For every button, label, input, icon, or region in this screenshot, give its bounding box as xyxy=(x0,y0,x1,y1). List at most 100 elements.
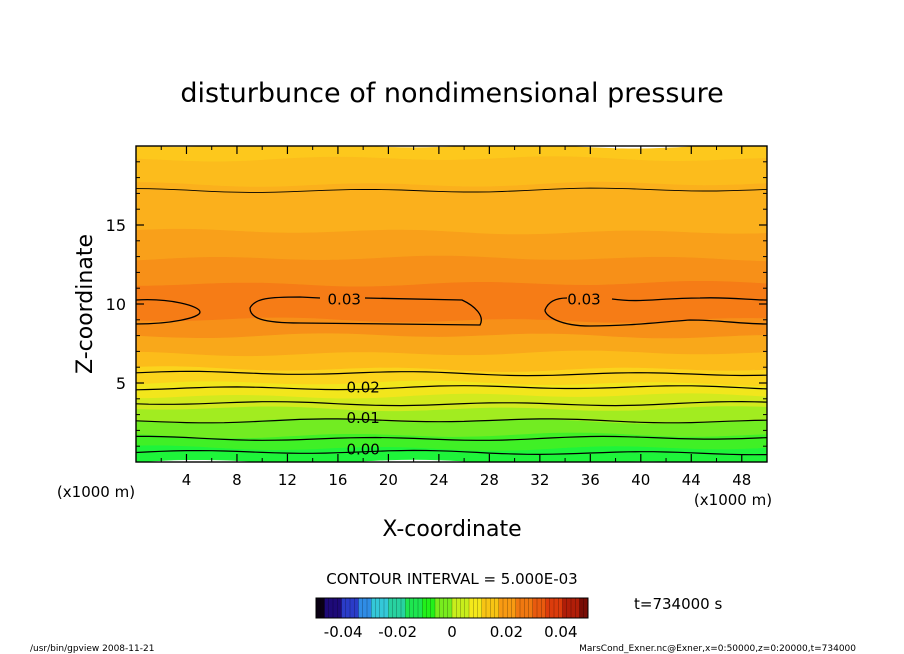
colorbar-cell xyxy=(333,598,338,618)
colorbar-cell xyxy=(358,598,364,618)
colorbar-cell xyxy=(549,598,555,618)
colorbar-cell xyxy=(571,598,576,618)
colorbar-cell xyxy=(341,598,347,618)
contour-lines xyxy=(136,187,767,456)
contour-label: 0.02 xyxy=(346,379,379,397)
contour-labels: 0.03 0.03 0.02 0.01 0.00 xyxy=(328,290,601,458)
x-axis-label: X-coordinate xyxy=(382,517,521,542)
contour-line xyxy=(136,187,767,193)
colorbar-cell xyxy=(460,598,466,618)
y-tick-label: 5 xyxy=(116,374,126,393)
colorbar-cell xyxy=(481,598,487,618)
colorbar-cell xyxy=(422,598,427,618)
contour-label: 0.03 xyxy=(567,290,600,308)
colorbar-cell xyxy=(328,598,334,618)
colorbar-cell xyxy=(490,598,495,618)
colorbar-frame xyxy=(315,597,589,619)
contour-label: 0.01 xyxy=(346,409,379,427)
colorbar-cell xyxy=(396,598,402,618)
x-tick-label: 40 xyxy=(631,471,650,489)
colorbar-cell xyxy=(583,598,589,618)
x-tick-label: 48 xyxy=(732,471,751,489)
contour-label: 0.03 xyxy=(328,290,361,308)
x-tick-label: 36 xyxy=(581,471,600,489)
colorbar-cell xyxy=(362,598,368,618)
colorbar-cell xyxy=(439,598,444,618)
x-unit-right: (x1000 m) xyxy=(694,491,772,509)
contour-003-right xyxy=(544,297,767,327)
contour-003-left xyxy=(136,299,201,325)
fill-band xyxy=(136,146,767,162)
filled-contours xyxy=(136,146,767,462)
colorbar-tick-label: -0.04 xyxy=(324,623,363,641)
colorbar-cell xyxy=(392,598,398,618)
contour-interval: CONTOUR INTERVAL = 5.000E-03 xyxy=(326,570,577,588)
contour-label: 0.00 xyxy=(346,440,379,458)
footer-right: MarsCond_Exner.nc@Exner,x=0:50000,z=0:20… xyxy=(579,644,856,654)
colorbar-cell xyxy=(413,598,419,618)
colorbar-cell xyxy=(473,598,478,618)
colorbar-cell xyxy=(354,598,359,618)
fill-band xyxy=(136,280,767,323)
contour-003-center xyxy=(249,296,482,326)
x-tick-label: 20 xyxy=(379,471,398,489)
x-unit-left: (x1000 m) xyxy=(57,483,135,501)
colorbar-cell xyxy=(511,598,517,618)
chart-title: disturbunce of nondimensional pressure xyxy=(180,78,723,109)
y-axis: 5 10 15 xyxy=(106,161,767,447)
colorbar-cell xyxy=(443,598,449,618)
x-tick-label: 4 xyxy=(182,471,192,489)
x-tick-label: 32 xyxy=(530,471,549,489)
colorbar-cell xyxy=(384,598,389,618)
contour-003 xyxy=(136,296,767,327)
x-tick-label: 44 xyxy=(682,471,701,489)
colorbar-cell xyxy=(524,598,529,618)
colorbar-cell xyxy=(498,598,504,618)
footer-left: /usr/bin/gpview 2008-11-21 xyxy=(30,644,154,654)
colorbar-cell xyxy=(350,598,355,618)
contour-line xyxy=(136,435,767,441)
colorbar-cell xyxy=(320,598,325,618)
colorbar-cell xyxy=(456,598,461,618)
colorbar-cell xyxy=(575,598,580,618)
colorbar-cell xyxy=(494,598,500,618)
colorbar-cell xyxy=(371,598,376,618)
colorbar-cell xyxy=(401,598,406,618)
colorbar-cell xyxy=(435,598,440,618)
colorbar-cell xyxy=(554,598,559,618)
colorbar-cell xyxy=(447,598,453,618)
colorbar-tick-label: 0.02 xyxy=(490,623,523,641)
colorbar-tick-label: 0 xyxy=(447,623,457,641)
colorbar-cell xyxy=(566,598,572,618)
colorbar-tick-label: -0.02 xyxy=(378,623,417,641)
x-tick-label: 12 xyxy=(278,471,297,489)
colorbar-cell xyxy=(537,598,542,618)
colorbar-cell xyxy=(558,598,563,618)
colorbar-cell xyxy=(503,598,508,618)
fill-band xyxy=(136,181,767,235)
colorbar-cell xyxy=(452,598,457,618)
colorbar-ticks: -0.04 -0.02 0 0.02 0.04 xyxy=(324,623,578,641)
colorbar-cell xyxy=(469,598,474,618)
colorbar-cell xyxy=(316,598,321,618)
colorbar-cell xyxy=(545,598,551,618)
y-tick-label: 10 xyxy=(106,295,126,314)
colorbar-cell xyxy=(562,598,568,618)
x-tick-label: 28 xyxy=(480,471,499,489)
colorbar-cell xyxy=(375,598,381,618)
time-label: t=734000 s xyxy=(634,595,722,613)
colorbar-cell xyxy=(405,598,410,618)
colorbar-cell xyxy=(324,598,330,618)
y-tick-label: 15 xyxy=(106,216,126,235)
colorbar-cell xyxy=(430,598,436,618)
contour-line xyxy=(136,449,767,456)
colorbar-cell xyxy=(541,598,546,618)
colorbar-cell xyxy=(520,598,525,618)
colorbar-cell xyxy=(409,598,415,618)
colorbar-cell xyxy=(515,598,521,618)
contour-line xyxy=(136,400,767,407)
colorbar-cell xyxy=(379,598,385,618)
colorbar-cell xyxy=(507,598,512,618)
x-tick-label: 8 xyxy=(232,471,242,489)
